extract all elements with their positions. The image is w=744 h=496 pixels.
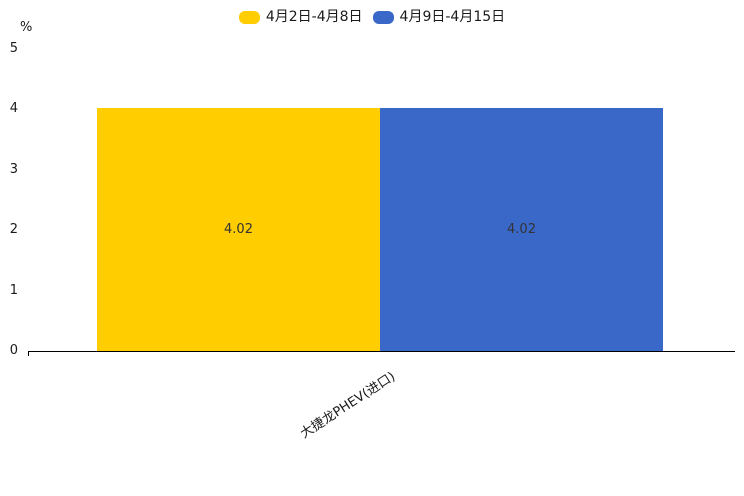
y-axis-tick-label: 4 — [9, 101, 18, 116]
legend-swatch — [372, 11, 394, 24]
legend-item-0[interactable]: 4月2日-4月8日 — [238, 9, 363, 26]
legend-item-label: 4月2日-4月8日 — [265, 9, 363, 25]
x-axis-line — [28, 351, 735, 352]
y-axis-tick-label: 5 — [9, 40, 18, 56]
bar-value-label: 4.02 — [507, 221, 536, 237]
y-axis-unit-label: % — [20, 20, 33, 35]
legend: 4月2日-4月8日 4月9日-4月15日 — [0, 9, 744, 26]
y-axis-tick-label: 3 — [9, 161, 18, 177]
legend-item-label: 4月9日-4月15日 — [399, 9, 506, 25]
x-axis-tick — [28, 351, 29, 356]
legend-item-1[interactable]: 4月9日-4月15日 — [372, 9, 506, 26]
x-axis-category-label: 大捷龙PHEV(进口) — [298, 369, 399, 442]
bar-4月2日-4月8日[interactable]: 4.02 — [97, 107, 380, 351]
legend-swatch — [238, 11, 260, 24]
y-axis-tick-label: 1 — [9, 282, 18, 298]
bar-4月9日-4月15日[interactable]: 4.02 — [380, 107, 663, 351]
y-axis-tick-label: 0 — [9, 343, 18, 358]
y-axis-tick-label: 2 — [9, 222, 18, 237]
bar-value-label: 4.02 — [224, 221, 253, 237]
